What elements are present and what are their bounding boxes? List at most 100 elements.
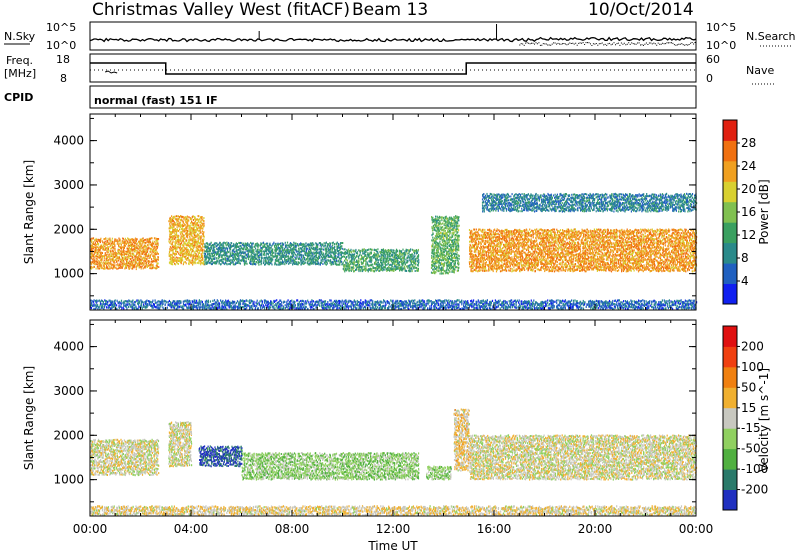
freq-glitch — [105, 71, 117, 73]
power-cell — [202, 216, 203, 218]
power-cell — [97, 241, 98, 243]
power-cell — [178, 220, 179, 222]
power-cell — [97, 263, 98, 265]
power-cell — [96, 246, 97, 248]
power-cell — [121, 244, 122, 246]
power-cell — [174, 222, 175, 224]
power-cell — [181, 242, 182, 244]
power-cell — [109, 266, 110, 268]
power-cell — [125, 238, 126, 240]
power-cell — [93, 237, 94, 239]
power-cell — [214, 257, 215, 259]
power-cell — [193, 257, 194, 259]
power-cell — [143, 268, 144, 270]
power-cell — [196, 258, 197, 260]
power-cell — [185, 256, 186, 258]
power-cell — [105, 268, 106, 270]
power-cell — [202, 259, 203, 261]
power-cell — [150, 256, 151, 258]
power-cell — [123, 262, 124, 264]
power-cell — [197, 262, 198, 264]
power-cell — [195, 229, 196, 231]
power-cell — [143, 249, 144, 251]
power-cell — [121, 266, 122, 268]
power-cell — [138, 245, 139, 247]
power-cell — [182, 247, 183, 249]
nave-tick-top: 60 — [706, 53, 720, 66]
power-cell — [171, 250, 172, 252]
power-cell — [99, 268, 100, 270]
radar-figure: Christmas Valley West (fitACF) Beam 13 1… — [0, 0, 800, 554]
power-cell — [146, 264, 147, 266]
power-cell — [148, 245, 149, 247]
power-cell — [182, 233, 183, 235]
power-cell — [173, 235, 174, 237]
power-cell — [98, 253, 99, 255]
power-cell — [111, 267, 112, 269]
power-cell — [189, 245, 190, 247]
power-cell — [189, 251, 190, 253]
power-cell — [142, 243, 143, 245]
power-cell — [155, 252, 156, 254]
freq-strip: Freq. [MHz] 18 8 60 0 Nave — [4, 53, 776, 85]
power-cell — [127, 258, 128, 260]
power-cell — [201, 262, 202, 264]
power-cell — [96, 260, 97, 262]
power-cell — [97, 266, 98, 268]
power-cell — [207, 253, 208, 255]
power-cell — [203, 217, 204, 219]
power-cell — [152, 267, 153, 269]
power-cell — [204, 225, 205, 227]
cpid-strip: CPID normal (fast) 151 IF — [4, 86, 696, 108]
power-cell — [124, 258, 125, 260]
power-cell — [122, 242, 123, 244]
power-cell — [128, 256, 129, 258]
power-cell — [133, 254, 134, 256]
power-cell — [187, 230, 188, 232]
power-cell — [176, 253, 177, 255]
power-cell — [117, 263, 118, 265]
power-cell — [214, 243, 215, 245]
power-cell — [179, 239, 180, 241]
power-cell — [186, 247, 187, 249]
power-cell — [196, 231, 197, 233]
power-cell — [176, 261, 177, 263]
power-cell — [118, 260, 119, 262]
power-cell — [196, 253, 197, 255]
power-cell — [173, 256, 174, 258]
power-cell — [221, 243, 222, 245]
power-cell — [124, 263, 125, 265]
power-cell — [203, 223, 204, 225]
power-cell — [169, 253, 170, 255]
power-cell — [187, 222, 188, 224]
power-cell — [91, 268, 92, 270]
power-cell — [175, 258, 176, 260]
power-cell — [210, 243, 211, 245]
power-cell — [200, 232, 201, 234]
power-cell — [118, 238, 119, 240]
power-cell — [195, 217, 196, 219]
power-cell — [189, 263, 190, 265]
power-cell — [215, 251, 216, 253]
power-cell — [157, 266, 158, 268]
power-cell — [114, 264, 115, 266]
power-cell — [196, 247, 197, 249]
power-cell — [199, 235, 200, 237]
power-cell — [198, 215, 199, 217]
power-cell — [201, 235, 202, 237]
power-cell — [193, 219, 194, 221]
power-cell — [178, 215, 179, 217]
power-cell — [158, 238, 159, 240]
power-cell — [102, 252, 103, 254]
power-cell — [108, 248, 109, 250]
beam-label: Beam 13 — [352, 0, 428, 20]
nsky-trace — [90, 38, 696, 42]
noise-trace — [90, 24, 696, 46]
power-cell — [117, 239, 118, 241]
power-cell — [145, 242, 146, 244]
power-cell — [201, 219, 202, 221]
power-cell — [158, 266, 159, 268]
power-cell — [185, 216, 186, 218]
power-cell — [118, 243, 119, 245]
power-cell — [98, 243, 99, 245]
